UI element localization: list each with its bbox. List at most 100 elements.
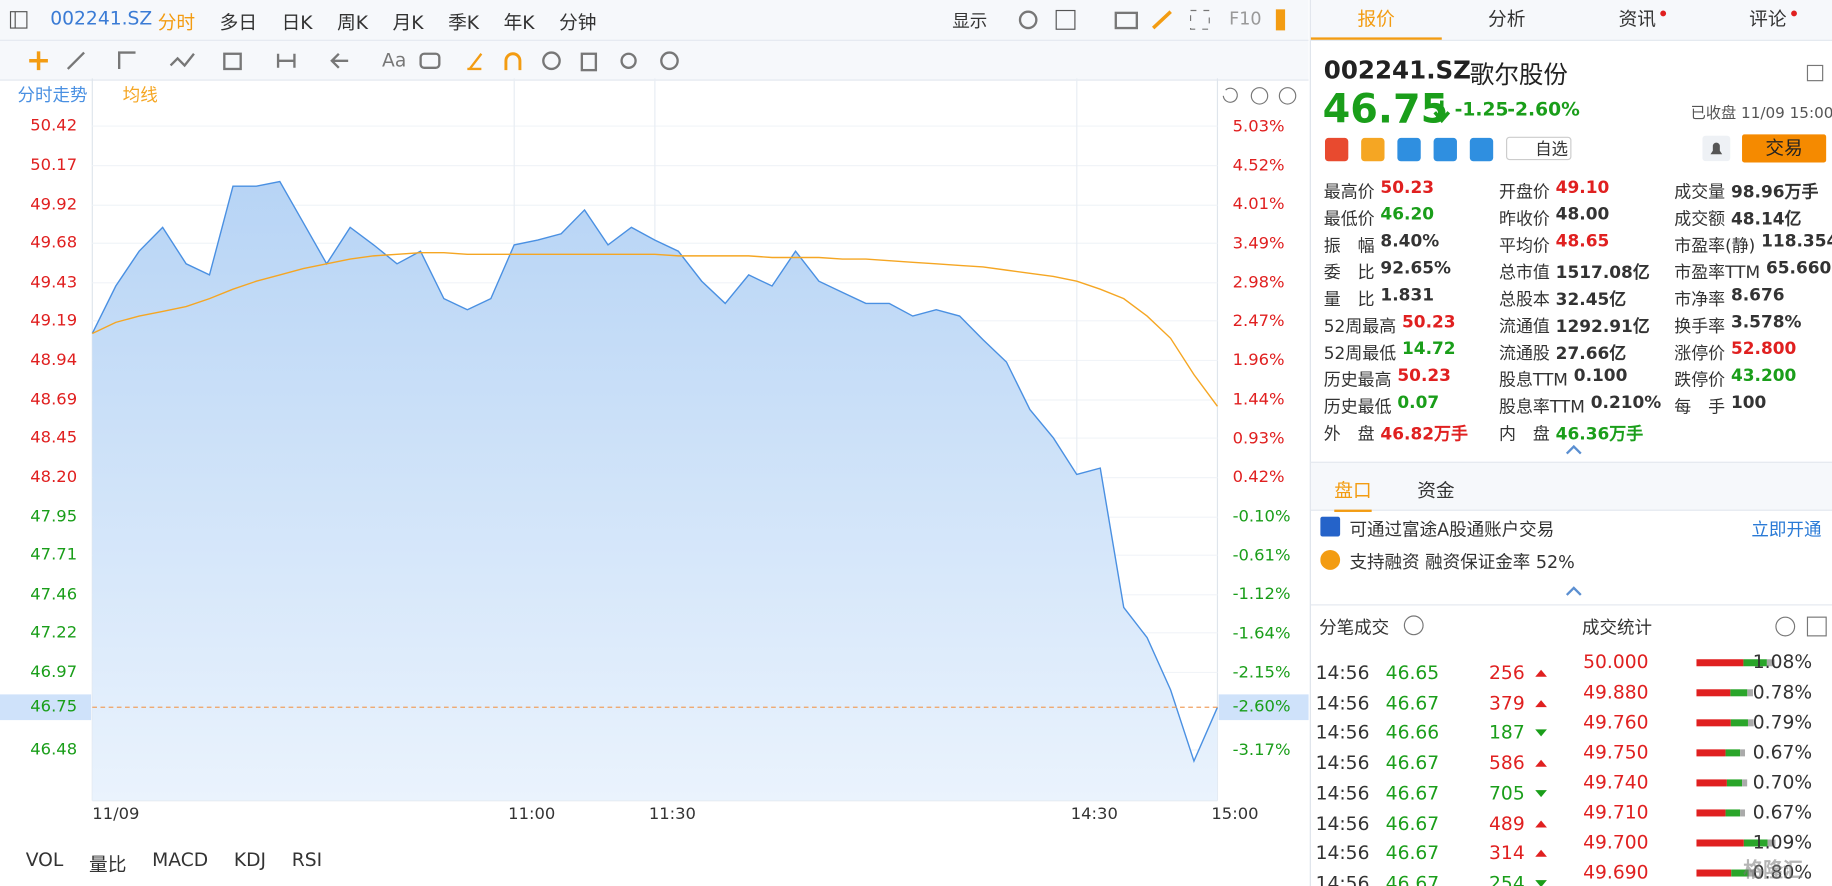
magnet-icon[interactable] [504, 52, 522, 71]
stat-value: 48.00 [1555, 205, 1610, 225]
wave-icon[interactable] [169, 53, 195, 68]
trade-button[interactable]: 交易 [1742, 134, 1827, 163]
y2-tick-label: 1.96% [1233, 350, 1285, 369]
tick-volume: 314 [1489, 841, 1525, 865]
tick-volume: 254 [1489, 871, 1525, 886]
stat-price: 49.740 [1583, 772, 1648, 793]
stat-value: 0.210% [1590, 393, 1662, 413]
period-tab[interactable]: 多日 [219, 11, 258, 34]
panel-icon[interactable] [1275, 9, 1286, 31]
period-tab[interactable]: 季K [448, 11, 480, 34]
period-tab[interactable]: 分钟 [559, 11, 597, 34]
indicator-tab[interactable]: RSI [291, 848, 323, 871]
collapse-icon[interactable] [1565, 586, 1582, 598]
y2-tick-label: 4.52% [1233, 155, 1285, 174]
stat-label: 换手率 [1674, 317, 1726, 337]
period-tab[interactable]: 年K [503, 11, 535, 34]
alert-icon[interactable] [1702, 135, 1731, 162]
quote-panel: 报价 分析 资讯 评论 002241.SZ 歌尔股份 46.75 -1.25 -2.6… [1309, 0, 1832, 886]
quote-tab[interactable]: 分析 [1488, 8, 1526, 31]
stat-bar-buy [1696, 689, 1731, 697]
fullscreen-icon[interactable] [1189, 9, 1210, 30]
quote-tab[interactable]: 资讯 [1572, 0, 1703, 40]
toolbar-icons [1018, 9, 1286, 31]
stat-label: 成交量 [1674, 183, 1726, 203]
quote-price: 46.75 [1322, 86, 1449, 134]
sidebar-icon[interactable] [9, 11, 28, 30]
tick-time: 14:56 [1315, 871, 1370, 886]
gear-icon[interactable] [660, 51, 679, 71]
camera-icon[interactable] [1114, 11, 1138, 30]
period-tab[interactable]: 日K [281, 11, 313, 34]
period-tab[interactable]: 周K [337, 11, 369, 34]
quote-tab[interactable]: 报价 [1310, 0, 1442, 40]
stat-item: 平均价 48.65 [1499, 233, 1609, 258]
stat-item: 历史最高 50.23 [1324, 367, 1451, 392]
stat-label: 外 盘 [1323, 425, 1375, 445]
stat-item: 量 比 1.831 [1324, 286, 1434, 311]
comment-icon[interactable] [419, 52, 441, 69]
chart-icon[interactable] [223, 52, 242, 71]
indicator-tab[interactable]: VOL [25, 848, 64, 871]
channel-icon[interactable] [118, 51, 136, 69]
hide-icon[interactable] [542, 51, 561, 71]
period-tab[interactable]: 月K [392, 11, 424, 34]
x-tick-label: 11/09 [92, 804, 139, 823]
tick-arrow [1535, 849, 1547, 858]
stat-item: 52周最高 50.23 [1324, 313, 1456, 338]
stat-value: 98.96万手 [1730, 183, 1819, 203]
stat-label: 股息率TTM [1499, 398, 1585, 418]
collapse-icon[interactable] [1565, 444, 1582, 456]
stat-item: 流通值 1292.91亿 [1499, 313, 1650, 338]
open-link[interactable]: 立即开通 [1751, 518, 1822, 541]
help-icon[interactable] [1403, 615, 1424, 636]
stat-label: 最低价 [1323, 210, 1375, 230]
watch-button[interactable]: 自选 [1506, 136, 1572, 161]
panel-tab[interactable]: 盘口 [1334, 475, 1372, 512]
y2-tick-label: -0.10% [1233, 507, 1291, 526]
tick-time: 14:56 [1315, 811, 1370, 834]
stat-bar-neutral [1742, 779, 1748, 787]
more-icon[interactable] [1806, 64, 1825, 83]
tick-arrow [1535, 729, 1547, 737]
move-icon[interactable] [29, 51, 48, 71]
stat-bar-buy [1696, 659, 1744, 667]
y2-tick-label: -3.17% [1233, 740, 1291, 759]
last-price-label: 46.75 [30, 697, 77, 716]
f10[interactable]: F10 [1229, 8, 1262, 30]
indicator-tab[interactable]: MACD [152, 848, 209, 871]
stat-value: 1292.91亿 [1555, 317, 1650, 337]
y-tick-label: 48.69 [30, 390, 77, 409]
reset-icon[interactable] [1222, 87, 1238, 103]
view-icons[interactable] [1775, 615, 1829, 638]
stat-price: 49.690 [1583, 863, 1648, 884]
settings-icon[interactable] [1018, 10, 1038, 30]
y2-tick-label: -1.12% [1233, 584, 1291, 603]
stat-price: 49.700 [1583, 832, 1648, 853]
zoom-in-icon[interactable] [1278, 87, 1297, 105]
panel-tab[interactable]: 资金 [1417, 479, 1455, 502]
indicator-tab[interactable]: 量比 [88, 853, 127, 876]
link-icon[interactable] [620, 52, 637, 69]
zoom-out-icon[interactable] [1250, 87, 1269, 105]
display-menu[interactable]: 显示 [952, 10, 988, 32]
delete-icon[interactable] [580, 52, 598, 72]
stat-bar-buy [1696, 869, 1732, 877]
stat-pct: 0.67% [1753, 742, 1812, 763]
quote-tabs: 报价 分析 资讯 评论 [1310, 0, 1832, 41]
line-icon[interactable] [66, 51, 85, 70]
indicator-tab[interactable]: KDJ [233, 848, 267, 871]
layout-icon[interactable] [1055, 9, 1076, 30]
pen-icon[interactable] [1151, 10, 1172, 30]
measure-icon[interactable] [276, 53, 296, 68]
y2-tick-label: -1.64% [1233, 624, 1291, 643]
back-icon[interactable] [330, 52, 349, 69]
angle-icon[interactable] [467, 53, 483, 71]
period-tab[interactable]: 分时 [157, 11, 196, 34]
tick-price: 46.67 [1385, 871, 1440, 886]
stat-pct: 0.78% [1753, 682, 1812, 703]
text-tool[interactable]: Aa [382, 49, 407, 72]
quote-tab[interactable]: 评论 [1703, 0, 1832, 40]
stat-pct: 1.09% [1753, 832, 1812, 853]
